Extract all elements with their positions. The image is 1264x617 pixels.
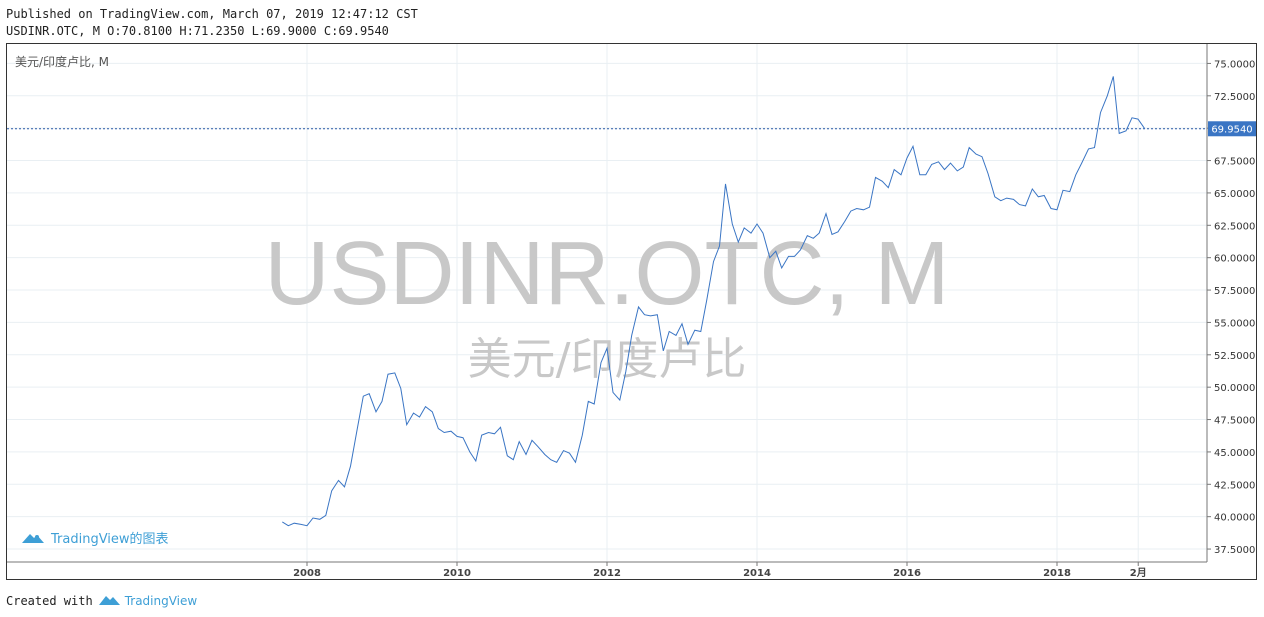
y-tick-label: 72.5000 xyxy=(1214,92,1255,103)
y-tick-label: 40.0000 xyxy=(1214,513,1255,524)
watermark-layer: USDINR.OTC, M 美元/印度卢比 xyxy=(265,224,950,385)
y-tick-label: 67.5000 xyxy=(1214,157,1255,168)
x-tick-label: 2018 xyxy=(1043,568,1071,579)
x-tick-label: 2014 xyxy=(743,568,771,579)
y-tick-label: 45.0000 xyxy=(1214,448,1255,459)
footer-brand-link[interactable]: TradingView xyxy=(124,594,198,608)
last-price-label-text: 69.9540 xyxy=(1211,124,1252,135)
y-tick-label: 65.0000 xyxy=(1214,189,1255,200)
x-tick-label: 2016 xyxy=(893,568,921,579)
y-tick-label: 55.0000 xyxy=(1214,318,1255,329)
y-tick-label: 60.0000 xyxy=(1214,254,1255,265)
y-tick-label: 37.5000 xyxy=(1214,545,1255,556)
y-tick-label: 62.5000 xyxy=(1214,221,1255,232)
y-tick-label: 57.5000 xyxy=(1214,286,1255,297)
tradingview-badge[interactable]: TradingView的图表 xyxy=(22,531,169,547)
published-line: Published on TradingView.com, March 07, … xyxy=(6,7,418,21)
x-tick-label: 2月 xyxy=(1130,567,1147,579)
ohlc-line: USDINR.OTC, M O:70.8100 H:71.2350 L:69.9… xyxy=(6,24,389,38)
last-price-label: 69.9540 xyxy=(1208,121,1256,137)
x-axis-labels: 2008 2010 2012 2014 2016 2018 2月 xyxy=(293,562,1147,579)
tradingview-logo-icon xyxy=(22,534,44,543)
tradingview-badge-text: TradingView的图表 xyxy=(50,531,169,547)
chart-svg[interactable]: USDINR.OTC, M 美元/印度卢比 37.5000 40.0000 42.5… xyxy=(7,44,1256,579)
y-tick-label: 47.5000 xyxy=(1214,416,1255,427)
y-tick-label: 75.0000 xyxy=(1214,59,1255,70)
chart-legend: 美元/印度卢比, M xyxy=(15,54,109,69)
y-tick-label: 50.0000 xyxy=(1214,383,1255,394)
series-line xyxy=(282,76,1146,527)
chart-frame[interactable]: USDINR.OTC, M 美元/印度卢比 37.5000 40.0000 42.5… xyxy=(6,43,1257,580)
x-tick-label: 2010 xyxy=(443,568,471,579)
watermark-description: 美元/印度卢比 xyxy=(468,334,747,385)
y-tick-label: 52.5000 xyxy=(1214,351,1255,362)
watermark-symbol: USDINR.OTC, M xyxy=(265,224,950,324)
y-axis-labels: 37.5000 40.0000 42.5000 45.0000 47.5000 50.00… xyxy=(1207,59,1255,556)
grid-layer xyxy=(7,44,1207,562)
x-tick-label: 2012 xyxy=(593,568,621,579)
tradingview-footer-logo-icon[interactable] xyxy=(98,593,121,609)
y-tick-label: 42.5000 xyxy=(1214,480,1255,491)
footer: Created with TradingView xyxy=(6,593,197,609)
footer-prefix: Created with xyxy=(6,594,93,608)
x-tick-label: 2008 xyxy=(293,568,321,579)
